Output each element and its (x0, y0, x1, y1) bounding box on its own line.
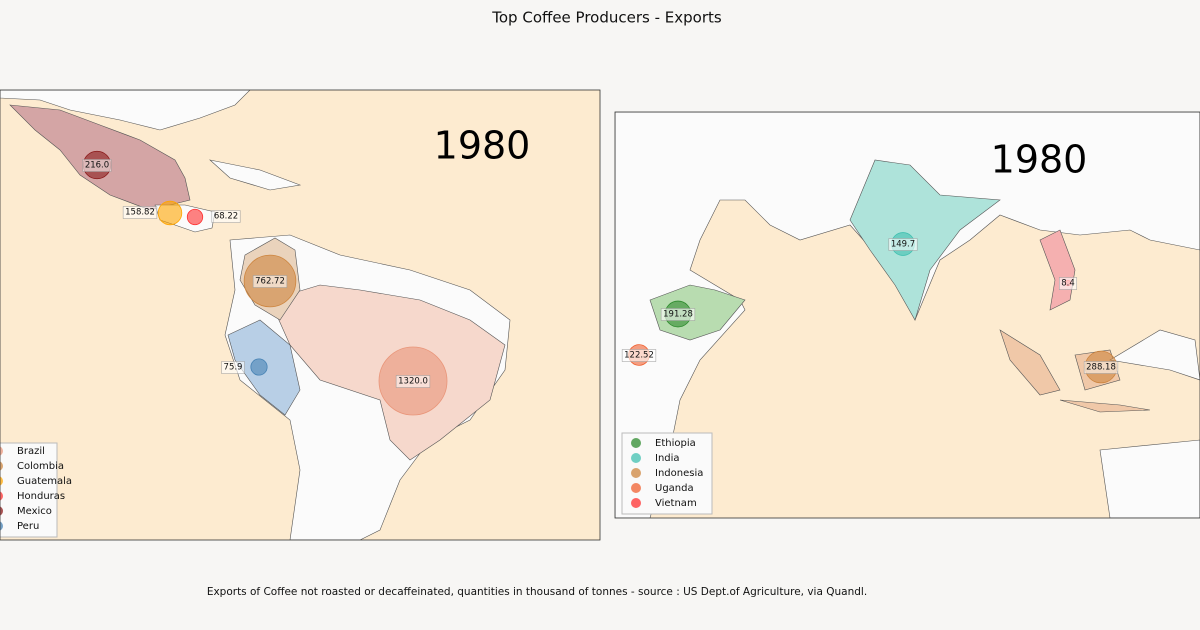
map-frame (0, 89, 601, 541)
legend-label: Honduras (17, 491, 65, 502)
value-label-box (211, 210, 241, 223)
map-frame (614, 111, 1200, 519)
value-label-box (122, 206, 158, 219)
islands (1109, 329, 1200, 381)
legend-box (0, 442, 58, 538)
value-label-box (1058, 277, 1078, 290)
value-label: 122.52 (624, 351, 654, 361)
vietnam-shape (1039, 229, 1076, 311)
value-label-box (621, 349, 657, 362)
legend-marker (0, 491, 3, 501)
land (615, 112, 1200, 518)
year-label: 1980 (991, 138, 1088, 182)
legend-label: Indonesia (655, 468, 703, 479)
value-label-box (888, 238, 918, 251)
legend-marker (631, 498, 641, 508)
value-label-box (82, 159, 112, 172)
land (0, 90, 251, 131)
legend: Ethiopia India Indonesia Uganda Vietnam (621, 432, 713, 515)
bubble (250, 358, 268, 376)
legend-marker (631, 438, 641, 448)
value-label: 1320.0 (398, 377, 428, 387)
value-label-box (395, 375, 431, 388)
australia (1099, 439, 1200, 518)
footnote: Exports of Coffee not roasted or decaffe… (207, 586, 867, 598)
legend-marker (0, 446, 3, 456)
value-label: 762.72 (255, 277, 285, 287)
value-label: 68.22 (214, 212, 238, 222)
value-label: 149.7 (891, 240, 915, 250)
legend-marker (0, 521, 3, 531)
legend-marker (0, 506, 3, 516)
legend-marker (631, 468, 641, 478)
legend-label: Ethiopia (655, 438, 696, 449)
bubble-layer: 1320.0 762.72 158.82 68.22 216.0 75.9 (82, 150, 448, 416)
legend-label: Guatemala (17, 476, 72, 487)
value-label: 158.82 (125, 208, 155, 218)
value-label-box (660, 308, 696, 321)
legend: Brazil Colombia Guatemala Honduras Mexico Per… (0, 442, 72, 538)
value-label: 191.28 (663, 310, 693, 320)
year-label: 1980 (434, 124, 531, 168)
value-label: 288.18 (1086, 363, 1116, 373)
legend-label: India (655, 453, 680, 464)
india-shape (849, 159, 1001, 321)
legend-label: Brazil (17, 446, 45, 457)
legend-label: Colombia (17, 461, 64, 472)
legend-marker (0, 461, 3, 471)
bubble (186, 208, 204, 226)
cuba (208, 159, 302, 191)
legend-marker (631, 483, 641, 493)
legend-label: Mexico (17, 506, 52, 517)
value-label-box (221, 361, 245, 374)
legend-marker (631, 453, 641, 463)
value-label-box (252, 275, 288, 288)
title: Top Coffee Producers - Exports (491, 9, 722, 27)
value-label: 8.4 (1061, 279, 1075, 289)
map-asia: Ethiopia India Indonesia Uganda Vietnam (615, 112, 1200, 518)
legend-marker (0, 476, 3, 486)
bubble-layer: 191.28 149.7 288.18 122.52 8.4 (621, 232, 1119, 384)
bubble (157, 200, 183, 226)
value-label: 75.9 (224, 363, 243, 373)
legend-label: Uganda (655, 483, 694, 494)
value-label: 216.0 (85, 161, 109, 171)
legend-label: Vietnam (655, 498, 697, 509)
value-label-box (1083, 361, 1119, 374)
legend-label: Peru (17, 521, 39, 532)
